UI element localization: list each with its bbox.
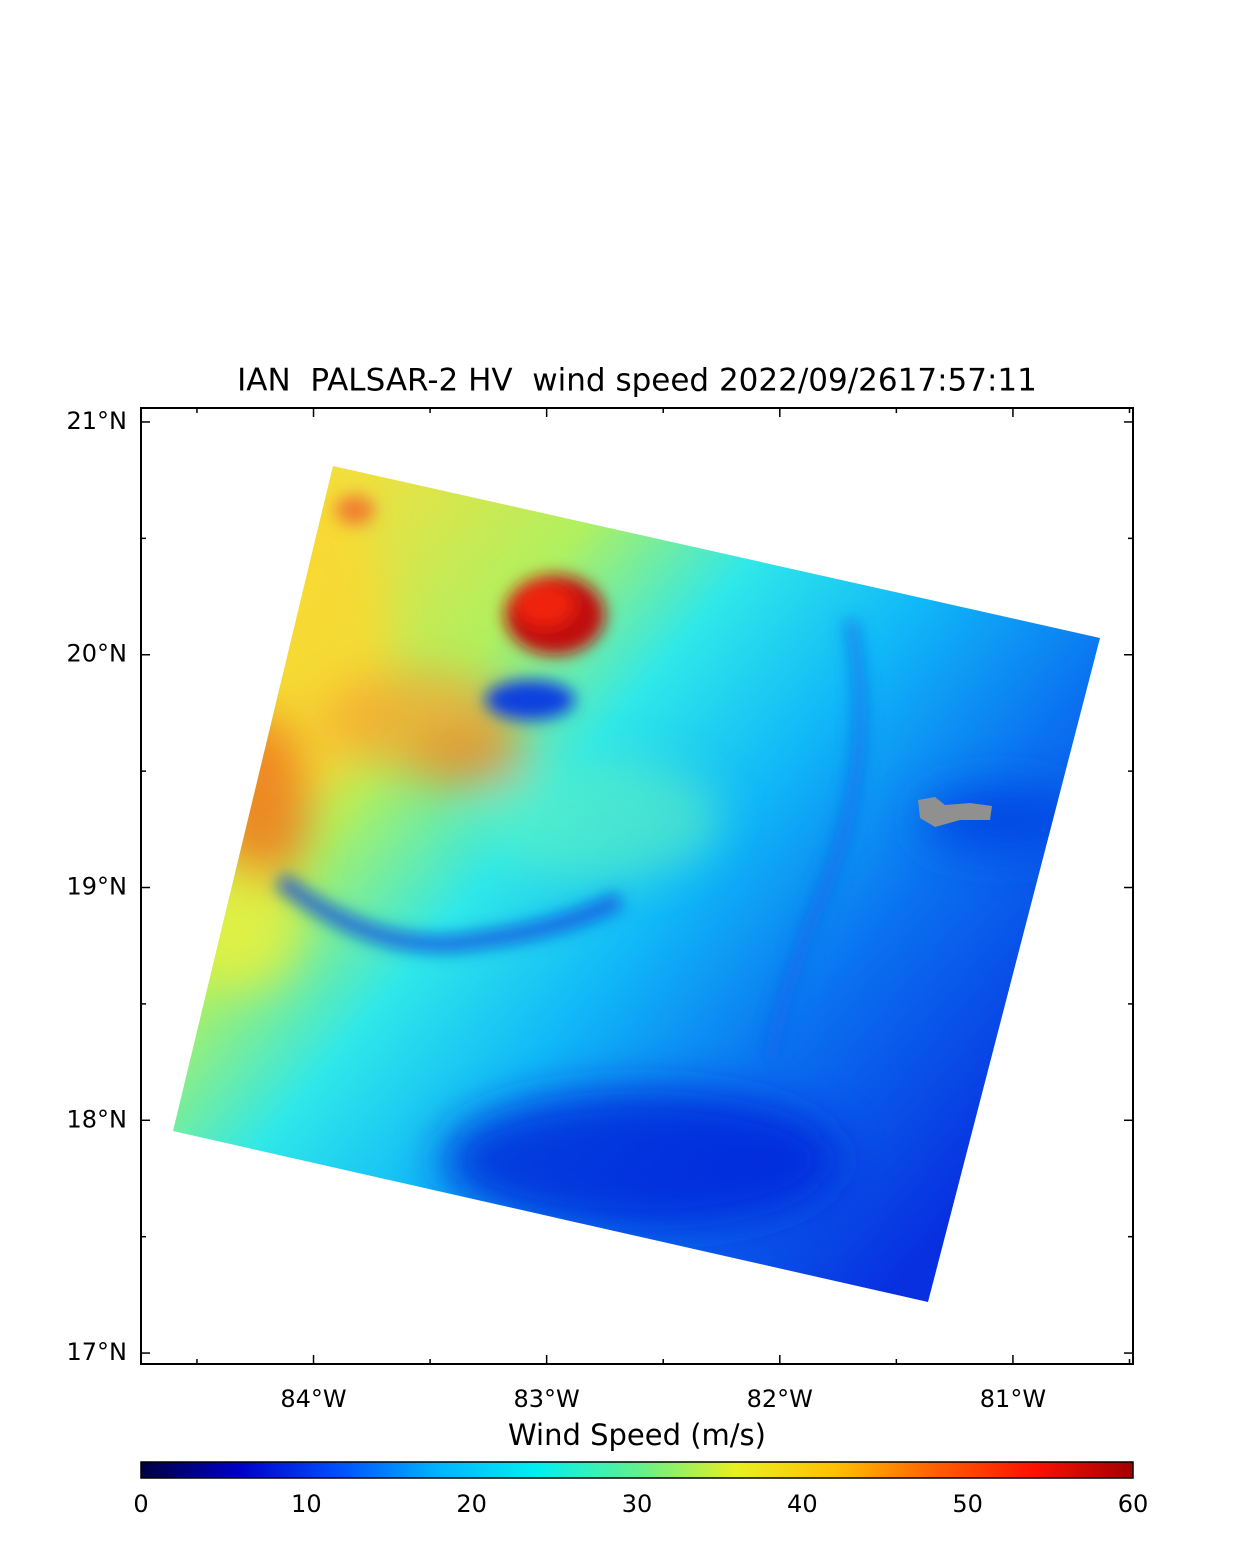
x-tick-label: 82°W xyxy=(747,1385,813,1413)
colorbar-tick-label: 0 xyxy=(133,1490,148,1518)
axes: 84°W 83°W 82°W 81°W 17°N 18°N 19°N 20°N 21°N 0 10 2… xyxy=(67,407,1149,1518)
colorbar xyxy=(140,1461,1134,1479)
colorbar-tick-label: 20 xyxy=(456,1490,487,1518)
y-tick-label: 18°N xyxy=(67,1105,128,1133)
y-tick-label: 17°N xyxy=(67,1338,128,1366)
x-tick-label: 81°W xyxy=(980,1385,1046,1413)
colorbar-title: Wind Speed (m/s) xyxy=(508,1418,766,1452)
y-tick-label: 21°N xyxy=(67,407,128,435)
colorbar-tick-label: 50 xyxy=(952,1490,983,1518)
x-tick-label: 83°W xyxy=(514,1385,580,1413)
chart-title: IAN PALSAR-2 HV wind speed 2022/09/2617:… xyxy=(237,363,1037,399)
x-tick-label: 84°W xyxy=(280,1385,346,1413)
colorbar-tick-label: 10 xyxy=(291,1490,322,1518)
colorbar-tick-label: 30 xyxy=(622,1490,653,1518)
plot-frame xyxy=(140,407,1134,1365)
colorbar-tick-label: 60 xyxy=(1118,1490,1149,1518)
colorbar-tick-label: 40 xyxy=(787,1490,818,1518)
y-tick-label: 19°N xyxy=(67,873,128,901)
y-tick-label: 20°N xyxy=(67,640,128,668)
